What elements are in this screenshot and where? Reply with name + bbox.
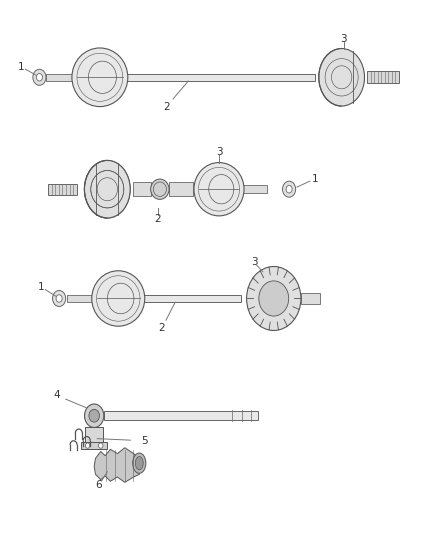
Circle shape bbox=[53, 290, 66, 306]
Ellipse shape bbox=[72, 48, 128, 107]
Ellipse shape bbox=[259, 281, 289, 316]
Ellipse shape bbox=[133, 453, 146, 473]
Bar bbox=[67, 295, 92, 302]
Circle shape bbox=[286, 185, 292, 193]
Circle shape bbox=[85, 443, 90, 448]
Text: 5: 5 bbox=[141, 436, 148, 446]
Text: 1: 1 bbox=[18, 62, 25, 71]
Ellipse shape bbox=[85, 160, 130, 218]
Text: 3: 3 bbox=[215, 147, 223, 157]
Bar bbox=[142, 295, 241, 302]
Circle shape bbox=[36, 74, 42, 81]
Bar bbox=[81, 442, 107, 449]
Circle shape bbox=[89, 409, 99, 422]
Ellipse shape bbox=[319, 49, 364, 106]
Ellipse shape bbox=[92, 271, 145, 326]
Ellipse shape bbox=[151, 179, 169, 199]
Ellipse shape bbox=[194, 163, 244, 216]
Text: 3: 3 bbox=[340, 34, 347, 44]
Bar bbox=[104, 411, 258, 420]
Bar bbox=[169, 182, 193, 196]
Bar bbox=[301, 293, 320, 304]
Circle shape bbox=[99, 443, 103, 448]
Ellipse shape bbox=[135, 456, 143, 470]
Text: 3: 3 bbox=[251, 257, 258, 267]
Bar bbox=[125, 74, 315, 81]
Bar bbox=[46, 74, 72, 81]
Ellipse shape bbox=[85, 160, 130, 218]
Ellipse shape bbox=[247, 266, 301, 330]
Circle shape bbox=[283, 181, 296, 197]
Polygon shape bbox=[94, 448, 141, 482]
Circle shape bbox=[33, 69, 46, 85]
Bar bbox=[242, 185, 267, 193]
Text: 2: 2 bbox=[154, 214, 161, 223]
Text: 4: 4 bbox=[53, 391, 60, 400]
Text: 2: 2 bbox=[159, 323, 166, 333]
Bar bbox=[367, 71, 399, 83]
Bar bbox=[48, 184, 77, 195]
Bar bbox=[133, 182, 151, 196]
Text: 6: 6 bbox=[95, 480, 102, 490]
Circle shape bbox=[56, 295, 62, 302]
Circle shape bbox=[85, 404, 104, 427]
Text: 2: 2 bbox=[163, 102, 170, 111]
Bar bbox=[85, 427, 103, 449]
Text: 1: 1 bbox=[312, 174, 319, 183]
Text: 1: 1 bbox=[37, 282, 44, 292]
